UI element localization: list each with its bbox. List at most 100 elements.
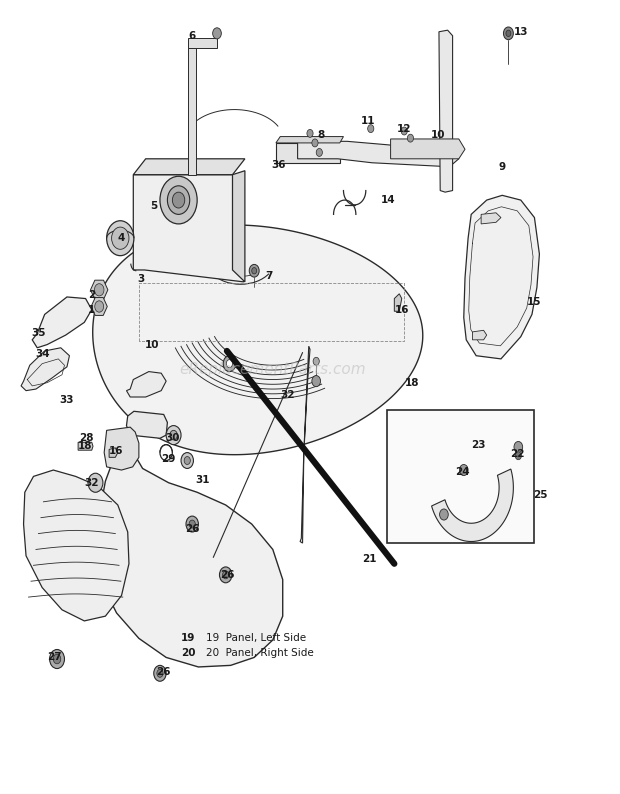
Text: eReplacementParts.com: eReplacementParts.com — [179, 362, 366, 376]
Polygon shape — [432, 469, 513, 542]
Text: 13: 13 — [513, 27, 528, 37]
Circle shape — [186, 516, 198, 532]
Polygon shape — [464, 195, 539, 359]
Text: 25: 25 — [533, 491, 548, 500]
Circle shape — [189, 520, 195, 528]
Circle shape — [50, 649, 64, 669]
Polygon shape — [78, 442, 93, 450]
Polygon shape — [394, 294, 402, 311]
Circle shape — [459, 464, 468, 476]
Circle shape — [213, 28, 221, 39]
Text: 27: 27 — [47, 653, 62, 662]
Circle shape — [514, 441, 523, 453]
Text: 7: 7 — [265, 272, 273, 281]
Circle shape — [316, 148, 322, 156]
Text: 21: 21 — [362, 554, 377, 564]
Polygon shape — [104, 427, 139, 470]
Polygon shape — [126, 411, 167, 438]
Text: 29: 29 — [161, 454, 176, 464]
Text: 22: 22 — [510, 449, 525, 459]
Circle shape — [53, 654, 61, 664]
Text: 28: 28 — [79, 434, 94, 443]
Text: 35: 35 — [31, 329, 46, 338]
Text: 9: 9 — [498, 162, 506, 172]
Text: 16: 16 — [394, 305, 409, 314]
Circle shape — [401, 127, 407, 135]
Text: 26: 26 — [219, 570, 234, 580]
Circle shape — [312, 376, 321, 387]
Polygon shape — [391, 139, 465, 159]
Circle shape — [219, 567, 232, 583]
Circle shape — [94, 283, 104, 296]
Polygon shape — [91, 298, 107, 315]
Polygon shape — [91, 280, 108, 299]
Text: 5: 5 — [150, 202, 157, 211]
Polygon shape — [276, 137, 343, 143]
Polygon shape — [298, 141, 459, 167]
Text: 36: 36 — [272, 160, 286, 170]
Text: 16: 16 — [109, 446, 124, 456]
Circle shape — [307, 129, 313, 137]
Text: 31: 31 — [195, 475, 210, 484]
Text: 30: 30 — [165, 434, 180, 443]
Polygon shape — [300, 346, 310, 543]
Polygon shape — [126, 372, 166, 397]
Text: 3: 3 — [138, 275, 145, 284]
Polygon shape — [133, 159, 245, 175]
Text: 32: 32 — [84, 478, 99, 488]
Text: 1: 1 — [88, 305, 95, 314]
Text: 18: 18 — [78, 441, 93, 451]
Polygon shape — [232, 171, 245, 282]
Circle shape — [95, 301, 104, 312]
Circle shape — [368, 125, 374, 133]
Circle shape — [181, 453, 193, 468]
Circle shape — [184, 457, 190, 464]
Circle shape — [223, 356, 236, 372]
Polygon shape — [188, 48, 196, 175]
Text: 19: 19 — [181, 634, 196, 643]
Polygon shape — [481, 213, 501, 224]
Text: 32: 32 — [280, 391, 295, 400]
Polygon shape — [472, 330, 487, 340]
Text: 12: 12 — [397, 124, 412, 133]
Circle shape — [440, 509, 448, 520]
Circle shape — [226, 360, 232, 368]
Text: 14: 14 — [381, 195, 396, 205]
Circle shape — [107, 221, 134, 256]
Text: 6: 6 — [188, 31, 196, 40]
Text: 33: 33 — [60, 395, 74, 405]
Text: 11: 11 — [361, 116, 376, 125]
Text: 10: 10 — [430, 130, 445, 140]
Circle shape — [223, 571, 229, 579]
Text: 20  Panel, Right Side: 20 Panel, Right Side — [206, 648, 314, 657]
Circle shape — [167, 186, 190, 214]
Bar — [387, 410, 534, 543]
Circle shape — [506, 30, 511, 37]
Polygon shape — [21, 348, 69, 391]
Circle shape — [312, 139, 318, 147]
Text: 26: 26 — [185, 524, 200, 534]
Text: 24: 24 — [455, 467, 470, 476]
Circle shape — [407, 134, 414, 142]
Polygon shape — [24, 470, 129, 621]
Circle shape — [154, 665, 166, 681]
Polygon shape — [93, 225, 423, 455]
Circle shape — [157, 669, 163, 677]
Text: 23: 23 — [471, 440, 486, 449]
Circle shape — [515, 452, 521, 460]
Text: 20: 20 — [181, 648, 196, 657]
Polygon shape — [133, 175, 244, 282]
Text: 19  Panel, Left Side: 19 Panel, Left Side — [206, 634, 306, 643]
Circle shape — [88, 473, 103, 492]
Polygon shape — [276, 143, 340, 163]
Circle shape — [160, 176, 197, 224]
Circle shape — [252, 268, 257, 274]
Polygon shape — [109, 448, 118, 457]
Polygon shape — [439, 30, 453, 192]
Circle shape — [172, 192, 185, 208]
Circle shape — [112, 227, 129, 249]
Text: 34: 34 — [35, 349, 50, 359]
Text: 10: 10 — [145, 341, 160, 350]
Circle shape — [166, 426, 181, 445]
Text: 4: 4 — [118, 233, 125, 243]
